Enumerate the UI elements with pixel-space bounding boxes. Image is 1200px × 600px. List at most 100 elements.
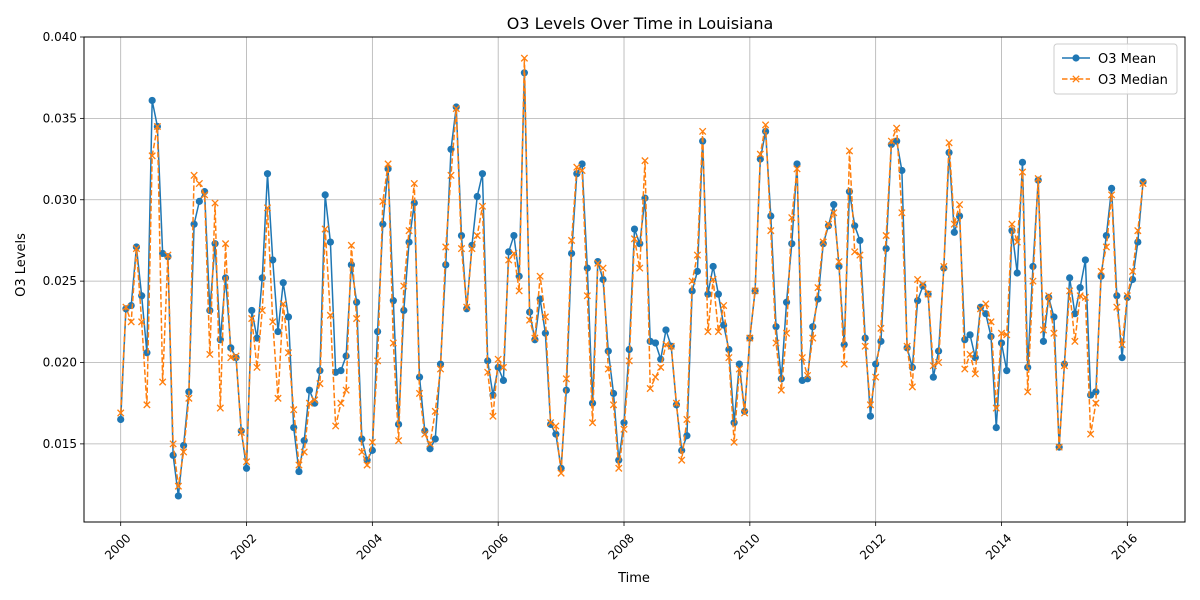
data-point bbox=[835, 257, 843, 266]
data-point bbox=[1003, 367, 1011, 375]
data-point bbox=[426, 445, 434, 453]
data-point bbox=[950, 228, 958, 236]
data-point bbox=[1034, 174, 1042, 183]
data-point bbox=[117, 409, 125, 417]
data-point bbox=[1108, 184, 1116, 192]
data-point bbox=[379, 220, 387, 228]
data-point bbox=[337, 367, 345, 375]
data-point bbox=[510, 249, 518, 258]
data-point bbox=[992, 424, 1000, 432]
data-point bbox=[1107, 191, 1116, 199]
legend-label: O3 Median bbox=[1098, 73, 1168, 88]
data-point bbox=[331, 422, 340, 430]
data-point bbox=[1134, 238, 1142, 246]
data-point bbox=[269, 318, 277, 326]
data-point bbox=[625, 357, 633, 365]
data-point bbox=[1029, 262, 1037, 271]
data-point bbox=[693, 267, 702, 275]
data-point bbox=[1092, 388, 1100, 396]
data-point bbox=[620, 425, 628, 433]
legend-marker bbox=[1072, 54, 1080, 62]
legend-box bbox=[1053, 43, 1178, 95]
data-point bbox=[657, 363, 665, 372]
data-point bbox=[877, 324, 885, 332]
data-point bbox=[473, 231, 481, 240]
data-point bbox=[1050, 329, 1058, 337]
data-point bbox=[583, 292, 591, 300]
data-point bbox=[929, 362, 938, 370]
data-point bbox=[1139, 179, 1147, 188]
data-point bbox=[122, 303, 130, 311]
data-point bbox=[415, 389, 424, 398]
data-point bbox=[206, 350, 214, 359]
data-point bbox=[997, 329, 1006, 337]
data-point bbox=[872, 360, 880, 368]
data-point bbox=[274, 327, 282, 336]
data-point bbox=[950, 220, 958, 228]
data-point bbox=[1118, 354, 1126, 362]
data-point bbox=[525, 316, 534, 324]
data-point bbox=[263, 170, 272, 178]
data-point bbox=[845, 147, 854, 155]
data-point bbox=[431, 435, 439, 443]
data-point bbox=[987, 332, 995, 341]
data-point bbox=[174, 482, 183, 490]
data-point bbox=[499, 363, 508, 372]
data-point bbox=[284, 313, 293, 321]
data-point bbox=[169, 451, 177, 459]
data-point bbox=[1055, 443, 1063, 451]
data-point bbox=[520, 54, 529, 62]
data-point bbox=[604, 365, 612, 373]
data-point bbox=[227, 353, 235, 362]
data-point bbox=[908, 383, 917, 391]
data-point bbox=[452, 104, 460, 113]
data-point bbox=[1039, 337, 1048, 345]
data-point bbox=[940, 262, 948, 271]
data-point bbox=[342, 386, 350, 394]
data-point bbox=[714, 327, 723, 336]
data-point bbox=[185, 394, 193, 402]
data-point bbox=[588, 399, 597, 407]
data-point bbox=[835, 262, 843, 271]
data-point bbox=[473, 192, 481, 201]
data-point bbox=[358, 435, 366, 443]
data-point bbox=[505, 248, 513, 256]
data-point bbox=[772, 323, 780, 331]
data-point bbox=[447, 171, 455, 179]
data-point bbox=[368, 438, 377, 446]
x-axis-title: Time bbox=[617, 571, 650, 586]
data-point bbox=[1081, 293, 1090, 302]
data-point bbox=[898, 166, 906, 175]
data-point bbox=[405, 227, 413, 235]
data-point bbox=[604, 347, 612, 355]
data-point bbox=[237, 428, 245, 437]
data-point bbox=[279, 279, 287, 287]
data-point bbox=[384, 160, 392, 168]
data-point bbox=[877, 337, 885, 345]
data-point bbox=[442, 261, 450, 269]
data-point bbox=[284, 349, 293, 357]
data-point bbox=[578, 166, 586, 175]
data-point bbox=[573, 163, 581, 171]
data-point bbox=[1008, 220, 1016, 228]
data-point bbox=[934, 358, 943, 367]
data-point bbox=[216, 404, 224, 412]
data-point bbox=[1086, 430, 1095, 438]
data-point bbox=[1013, 269, 1021, 277]
data-point bbox=[232, 352, 240, 360]
data-point bbox=[609, 401, 618, 409]
data-point bbox=[704, 327, 712, 336]
data-point bbox=[1039, 326, 1048, 334]
y-tick-label: 0.035 bbox=[43, 111, 77, 125]
data-point bbox=[646, 384, 654, 393]
data-point bbox=[861, 342, 869, 350]
data-point bbox=[494, 355, 502, 363]
data-point bbox=[127, 318, 135, 326]
data-point bbox=[541, 329, 549, 337]
data-point bbox=[546, 419, 555, 427]
plot-frame bbox=[83, 36, 1186, 523]
data-point bbox=[442, 243, 450, 251]
data-point bbox=[531, 336, 539, 344]
